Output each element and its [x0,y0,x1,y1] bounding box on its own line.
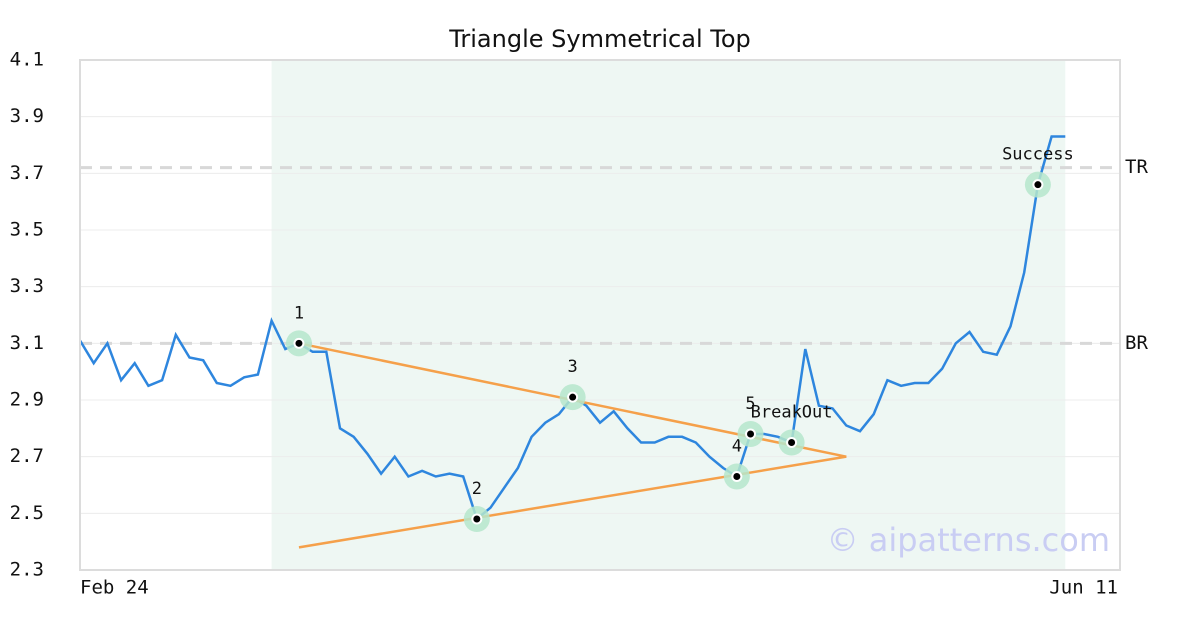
level-label: TR [1125,156,1148,178]
pivot-point [731,471,743,482]
pattern-region [271,60,1066,570]
pivot-label: 5 [745,394,755,414]
plot-border [79,59,1121,571]
pivot-point [293,337,305,349]
pattern-line [298,455,847,549]
y-tick-label: 4.1 [10,49,44,71]
watermark: © aipatterns.com [827,521,1110,559]
pivot-point [786,437,798,448]
pivot-point [745,428,757,440]
y-tick-label: 3.1 [10,332,44,354]
pivot-label: 4 [732,437,742,457]
y-tick-label: 2.9 [10,389,44,411]
pivot-label: 3 [568,357,578,377]
level-label: BR [1125,332,1148,354]
y-tick-label: 3.5 [10,219,44,241]
x-tick-label: Feb 24 [80,577,149,599]
y-tick-label: 2.5 [10,502,44,524]
pivot-point [567,391,579,403]
y-tick-label: 3.3 [10,275,44,297]
pivot-label: 2 [472,479,482,499]
y-tick-label: 3.9 [10,105,44,127]
pivot-label: BreakOut [751,403,833,423]
y-tick-label: 2.3 [10,559,44,581]
pivot-label: Success [1002,145,1074,165]
pivot-label: 1 [294,303,304,323]
x-tick-label: Jun 11 [1049,577,1118,599]
chart-title: Triangle Symmetrical Top [448,25,751,53]
pivot-point [1032,179,1044,191]
y-tick-label: 3.7 [10,162,44,184]
y-tick-label: 2.7 [10,445,44,467]
pivot-point [471,513,483,525]
